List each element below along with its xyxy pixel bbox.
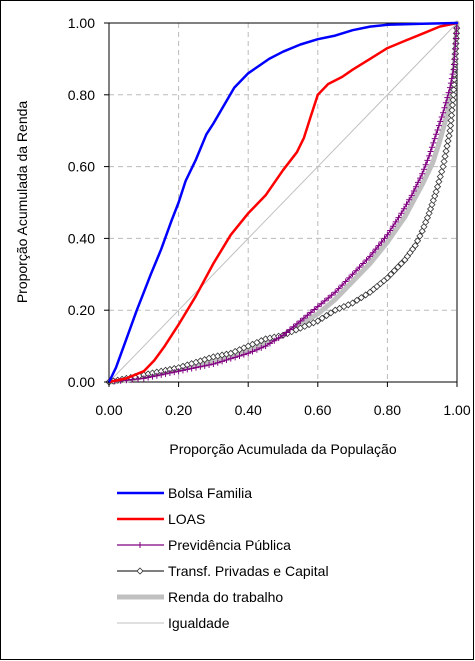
x-tick-label: 0.80 (374, 402, 401, 418)
legend-label: Renda do trabalho (168, 589, 283, 605)
y-axis-label: Proporção Acumulada da Renda (14, 101, 30, 304)
legend-label: LOAS (168, 511, 205, 527)
y-tick-label: 1.00 (68, 15, 95, 31)
x-tick-label: 0.60 (304, 402, 331, 418)
y-tick-label: 0.40 (68, 230, 95, 246)
x-tick-label: 0.00 (95, 402, 122, 418)
legend-label: Igualdade (168, 615, 230, 631)
x-axis-label: Proporção Acumulada da População (169, 441, 396, 457)
y-tick-label: 0.80 (68, 87, 95, 103)
y-tick-label: 0.00 (68, 374, 95, 390)
x-tick-label: 0.20 (165, 402, 192, 418)
y-tick-label: 0.60 (68, 159, 95, 175)
y-tick-label: 0.20 (68, 302, 95, 318)
legend-label: Bolsa Familia (168, 485, 252, 501)
x-tick-label: 1.00 (443, 402, 470, 418)
x-tick-label: 0.40 (235, 402, 262, 418)
legend-label: Previdência Pública (168, 537, 291, 553)
legend-label: Transf. Privadas e Capital (168, 563, 329, 579)
